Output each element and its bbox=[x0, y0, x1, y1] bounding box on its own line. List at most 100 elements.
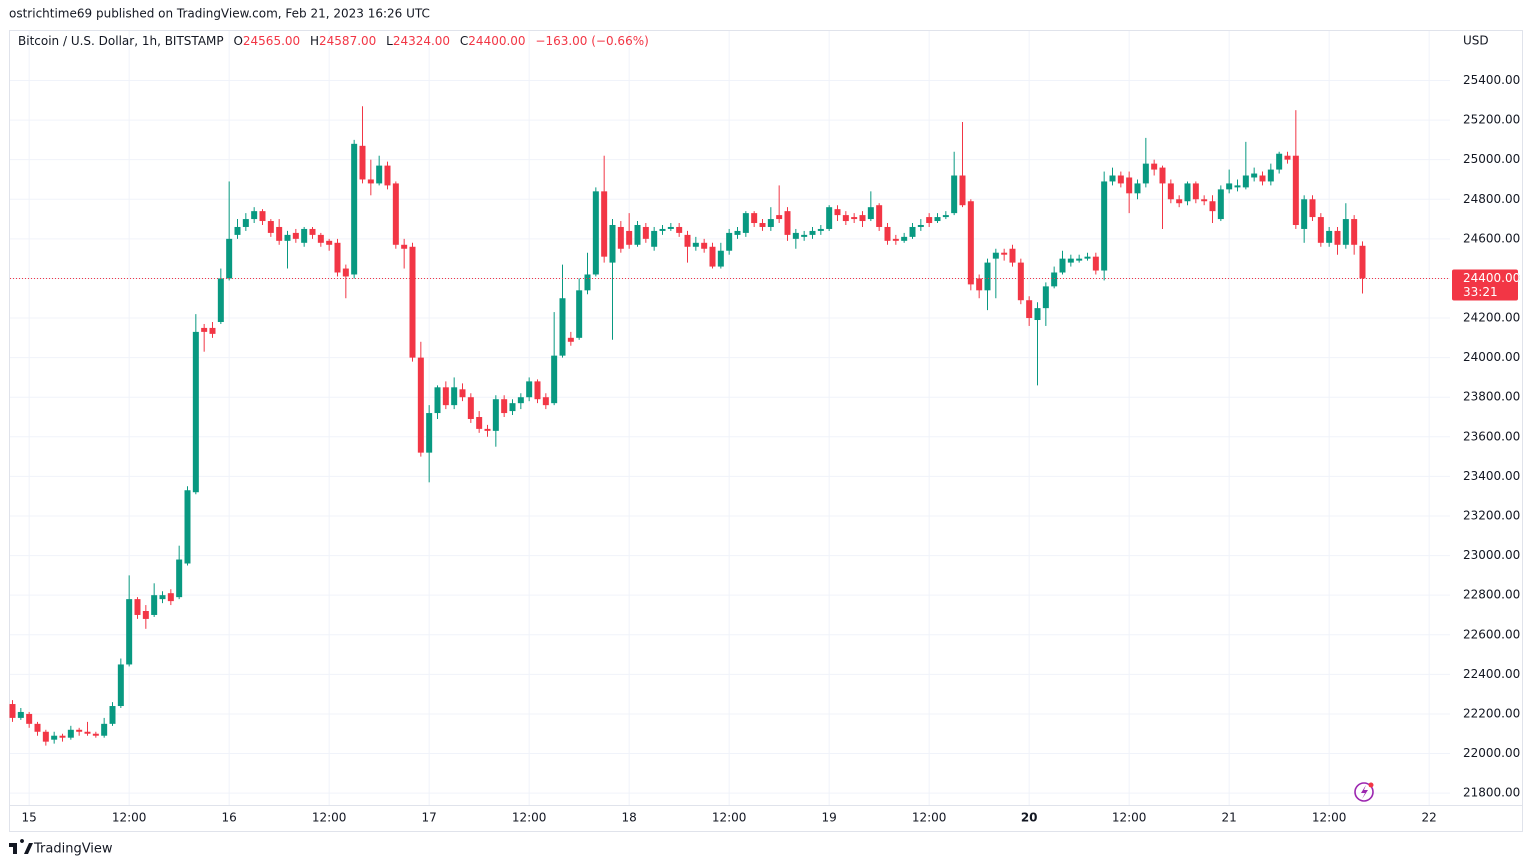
candle-body bbox=[442, 387, 449, 406]
candle-body bbox=[492, 399, 499, 431]
candle-body bbox=[642, 226, 649, 239]
x-tick-label: 20 bbox=[1021, 811, 1038, 825]
candle-body bbox=[359, 145, 366, 180]
y-tick-label: 24000.00 bbox=[1463, 350, 1520, 364]
legend: Bitcoin / U.S. Dollar, 1h, BITSTAMP O245… bbox=[18, 34, 649, 48]
x-tick-label: 15 bbox=[22, 811, 37, 825]
candle-body bbox=[876, 205, 883, 227]
candle-body bbox=[1034, 308, 1041, 321]
y-tick-label: 21800.00 bbox=[1463, 786, 1520, 800]
candle-body bbox=[617, 226, 624, 249]
y-tick-label: 23600.00 bbox=[1463, 429, 1520, 443]
candle-body bbox=[1359, 245, 1366, 279]
legend-open: 24565.00 bbox=[243, 34, 300, 48]
candle-body bbox=[734, 230, 741, 235]
candle-body bbox=[542, 397, 549, 406]
candle-body bbox=[626, 230, 633, 245]
candle-body bbox=[317, 234, 324, 243]
candle-body bbox=[309, 228, 316, 235]
publisher-header: ostrichtime69 published on TradingView.c… bbox=[9, 7, 430, 21]
candle-body bbox=[1092, 256, 1099, 271]
candle-body bbox=[517, 397, 524, 404]
candle-body bbox=[1192, 183, 1199, 200]
candle-body bbox=[192, 331, 199, 493]
candle-body bbox=[717, 250, 724, 267]
candle-body bbox=[151, 595, 158, 615]
candle-body bbox=[701, 242, 708, 249]
y-tick-label: 23800.00 bbox=[1463, 390, 1520, 404]
candle-body bbox=[634, 224, 641, 245]
candle-body bbox=[926, 217, 933, 224]
candle-body bbox=[1276, 153, 1283, 170]
candle-body bbox=[967, 201, 974, 285]
grid bbox=[10, 31, 1450, 805]
candle-body bbox=[1109, 175, 1116, 182]
candle-body bbox=[251, 211, 258, 220]
candle-body bbox=[1017, 262, 1024, 301]
legend-title: Bitcoin / U.S. Dollar, 1h, BITSTAMP bbox=[18, 34, 224, 48]
y-tick-label: 25200.00 bbox=[1463, 113, 1520, 127]
candle-body bbox=[1292, 155, 1299, 225]
alert-icon[interactable] bbox=[1354, 782, 1374, 802]
candle-body bbox=[1234, 185, 1241, 188]
candle-body bbox=[301, 228, 308, 243]
candle-body bbox=[176, 559, 183, 598]
candle-body bbox=[342, 268, 349, 277]
candle-body bbox=[576, 290, 583, 338]
candle-body bbox=[751, 213, 758, 224]
candle-body bbox=[384, 165, 391, 186]
x-tick-label: 12:00 bbox=[1112, 811, 1147, 825]
candle-body bbox=[326, 240, 333, 245]
candle-body bbox=[17, 711, 24, 718]
axis-currency: USD bbox=[1463, 34, 1489, 48]
candle-body bbox=[1201, 199, 1208, 202]
candle-body bbox=[9, 704, 16, 718]
legend-h: H bbox=[310, 34, 319, 48]
legend-l: L bbox=[386, 34, 393, 48]
candle-body bbox=[34, 723, 41, 732]
candle-body bbox=[459, 389, 466, 398]
candle-body bbox=[409, 246, 416, 358]
candle-body bbox=[1051, 272, 1058, 287]
y-tick-label: 22800.00 bbox=[1463, 588, 1520, 602]
y-tick-label: 22000.00 bbox=[1463, 746, 1520, 760]
candle-body bbox=[1059, 258, 1066, 273]
candle-body bbox=[1101, 181, 1108, 271]
candle-body bbox=[1242, 175, 1249, 188]
legend-change: −163.00 (−0.66%) bbox=[535, 34, 648, 48]
candle-body bbox=[1267, 169, 1274, 182]
candle-body bbox=[226, 238, 233, 279]
candle-body bbox=[1309, 199, 1316, 218]
x-tick-label: 12:00 bbox=[512, 811, 547, 825]
candle-body bbox=[834, 209, 841, 216]
candle-body bbox=[1076, 258, 1083, 261]
candle-body bbox=[159, 595, 166, 600]
candle-body bbox=[1184, 183, 1191, 202]
candle-body bbox=[217, 278, 224, 322]
candle-body bbox=[951, 175, 958, 214]
candle-body bbox=[101, 723, 108, 736]
x-tick-label: 17 bbox=[422, 811, 437, 825]
candle-body bbox=[1317, 217, 1324, 243]
y-tick-label: 24800.00 bbox=[1463, 192, 1520, 206]
candle-body bbox=[1176, 199, 1183, 204]
candle-body bbox=[559, 298, 566, 356]
candle-body bbox=[601, 191, 608, 257]
candles bbox=[9, 106, 1366, 746]
tradingview-logo bbox=[9, 839, 33, 854]
y-tick-label: 22400.00 bbox=[1463, 667, 1520, 681]
candle-body bbox=[426, 413, 433, 453]
candle-body bbox=[684, 234, 691, 247]
candle-body bbox=[1067, 258, 1074, 263]
candle-body bbox=[1084, 256, 1091, 259]
candle-body bbox=[901, 236, 908, 241]
candle-body bbox=[417, 357, 424, 453]
y-tick-label: 24600.00 bbox=[1463, 231, 1520, 245]
candle-body bbox=[842, 215, 849, 222]
candle-body bbox=[51, 735, 58, 740]
candle-body bbox=[534, 381, 541, 400]
candle-body bbox=[1334, 230, 1341, 245]
x-tick-label: 12:00 bbox=[712, 811, 747, 825]
candle-body bbox=[1284, 155, 1291, 160]
candle-body bbox=[167, 593, 174, 602]
